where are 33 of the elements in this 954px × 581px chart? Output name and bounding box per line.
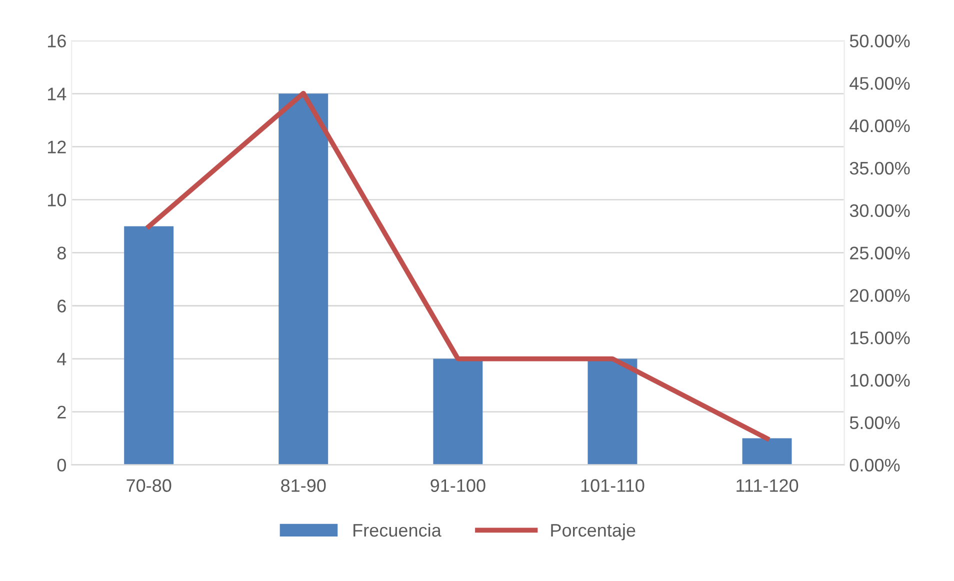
bar bbox=[433, 358, 483, 465]
y-tick-label: 2 bbox=[58, 406, 66, 418]
x-tick-label: 101-110 bbox=[581, 479, 644, 492]
x-tick-label: 91-100 bbox=[430, 479, 486, 492]
x-tick-label: 70-80 bbox=[126, 479, 172, 492]
legend-label: Porcentaje bbox=[551, 523, 636, 540]
x-tick-label: 111-120 bbox=[736, 479, 798, 492]
y-tick-label: 14 bbox=[48, 88, 66, 100]
bar bbox=[124, 226, 174, 465]
y2-tick-label: 35.00% bbox=[850, 162, 910, 175]
y2-tick-label: 15.00% bbox=[850, 331, 910, 344]
y-tick-label: 10 bbox=[48, 194, 66, 206]
bar bbox=[742, 438, 792, 465]
y-tick-label: 16 bbox=[48, 34, 66, 48]
y-tick-label: 4 bbox=[57, 352, 66, 366]
y2-tick-label: 30.00% bbox=[850, 204, 910, 218]
y2-tick-label: 0.00% bbox=[850, 458, 900, 472]
y-tick-label: 8 bbox=[57, 246, 66, 260]
y2-tick-label: 45.00% bbox=[850, 77, 910, 90]
y-tick-label: 6 bbox=[58, 300, 66, 312]
y2-tick-label: 40.00% bbox=[850, 119, 910, 132]
y2-tick-label: 5.00% bbox=[850, 416, 900, 430]
bar bbox=[278, 94, 328, 465]
y-tick-label: 0 bbox=[57, 458, 66, 472]
y-tick-label: 12 bbox=[48, 140, 66, 154]
legend-label: Frecuencia bbox=[354, 523, 442, 537]
y2-tick-label: 50.00% bbox=[850, 34, 910, 48]
x-tick-label: 81-90 bbox=[281, 479, 326, 492]
bar bbox=[588, 358, 638, 465]
y2-tick-label: 20.00% bbox=[850, 289, 910, 302]
y2-tick-label: 25.00% bbox=[850, 246, 910, 260]
line-series bbox=[146, 90, 770, 441]
y2-tick-label: 10.00% bbox=[850, 374, 910, 387]
